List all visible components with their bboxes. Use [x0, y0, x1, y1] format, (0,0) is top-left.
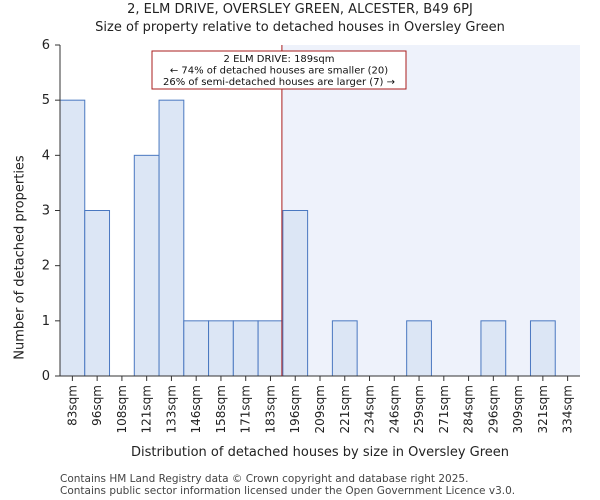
x-tick-label: 221sqm [338, 385, 352, 433]
bar [480, 320, 507, 377]
y-tick-label: 4 [42, 148, 50, 163]
x-tick-label: 309sqm [511, 385, 525, 433]
x-tick-label: 246sqm [387, 385, 401, 433]
x-tick-label: 133sqm [164, 385, 178, 433]
x-tick-label: 96sqm [90, 385, 104, 426]
annotation-line: 2 ELM DRIVE: 189sqm [224, 54, 335, 65]
chart-title-line1: 2, ELM DRIVE, OVERSLEY GREEN, ALCESTER, … [127, 2, 473, 17]
x-tick-label: 259sqm [412, 385, 426, 433]
footer-copyright: Contains HM Land Registry data © Crown c… [60, 473, 469, 485]
x-tick-label: 83sqm [65, 385, 79, 426]
bar [208, 320, 234, 377]
bar [331, 320, 358, 377]
bar [133, 154, 160, 377]
x-tick-label: 121sqm [140, 385, 154, 433]
x-tick-label: 321sqm [536, 385, 550, 433]
y-tick-label: 1 [42, 314, 50, 329]
bar [59, 99, 86, 377]
bar [529, 320, 556, 377]
x-tick-label: 209sqm [313, 385, 327, 433]
x-tick-label: 158sqm [214, 385, 228, 433]
x-tick-label: 146sqm [189, 385, 203, 433]
x-axis-label: Distribution of detached houses by size … [130, 445, 510, 460]
x-tick-label: 196sqm [288, 385, 302, 433]
annotation-box [151, 50, 407, 90]
x-tick-label: 271sqm [437, 385, 451, 433]
x-tick-label: 296sqm [486, 385, 500, 433]
y-tick-label: 3 [42, 204, 50, 219]
x-tick-label: 183sqm [263, 385, 277, 433]
bar [84, 210, 111, 377]
x-tick-label: 334sqm [561, 385, 575, 433]
chart-title-line2: Size of property relative to detached ho… [95, 20, 505, 35]
bar [183, 320, 210, 377]
annotation-line: 26% of semi-detached houses are larger (… [163, 77, 395, 88]
bar [257, 320, 284, 377]
x-tick-label: 171sqm [239, 385, 253, 433]
bar [158, 99, 185, 377]
y-tick-label: 6 [42, 38, 50, 53]
footer-licence: Contains public sector information licen… [60, 485, 516, 497]
annotation-line: ← 74% of detached houses are smaller (20… [170, 66, 388, 77]
x-tick-label: 234sqm [363, 385, 377, 433]
y-tick-label: 0 [42, 369, 50, 384]
bar [406, 320, 432, 377]
y-axis-label: Number of detached properties [12, 155, 28, 360]
y-tick-label: 2 [42, 259, 50, 274]
x-tick-label: 284sqm [462, 385, 476, 433]
y-tick-label: 5 [42, 93, 50, 108]
bar [282, 210, 309, 377]
x-tick-label: 108sqm [115, 385, 129, 433]
bar [232, 320, 259, 377]
